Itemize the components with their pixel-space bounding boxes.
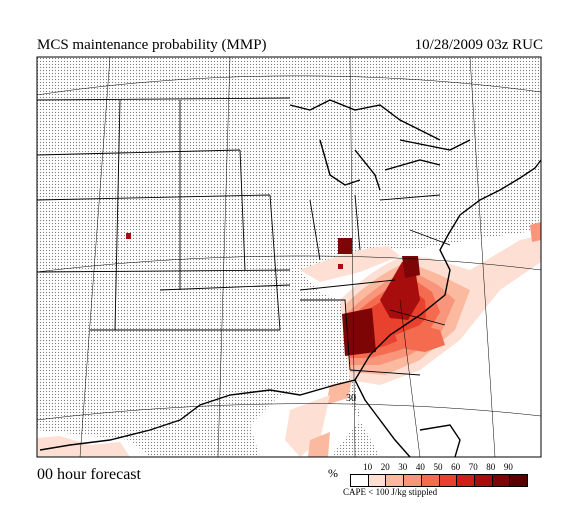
legend-tick-label: 40 (415, 462, 425, 472)
coastline (39, 99, 541, 457)
probability-shading (37, 222, 541, 457)
legend-tick-labels: 10 20 30 40 50 60 70 80 90 (350, 462, 528, 474)
isotherm-label: 30 (346, 393, 356, 404)
legend-swatch (438, 475, 457, 486)
forecast-hour-label: 00 hour forecast (37, 466, 141, 483)
valid-time-label: 10/28/2009 03z RUC (414, 37, 543, 53)
color-legend: 10 20 30 40 50 60 70 80 90 (350, 462, 528, 487)
legend-swatch (403, 475, 421, 486)
legend-tick-label: 30 (398, 462, 408, 472)
legend-tick-label: 80 (486, 462, 496, 472)
legend-tick-label: 20 (380, 462, 390, 472)
legend-color-bar (350, 474, 528, 487)
graticule (37, 57, 541, 457)
map-title: MCS maintenance probability (MMP) (37, 37, 267, 53)
map-frame (36, 56, 542, 458)
state-boundaries (37, 97, 451, 376)
legend-swatch (473, 475, 492, 486)
legend-swatch (420, 475, 439, 486)
legend-swatch (456, 475, 474, 486)
legend-tick-label: 70 (468, 462, 478, 472)
legend-percent-symbol: % (328, 466, 338, 480)
legend-tick-label: 10 (363, 462, 373, 472)
legend-tick-label: 50 (433, 462, 443, 472)
legend-swatch (509, 475, 528, 486)
legend-tick-label: 90 (503, 462, 513, 472)
legend-swatch (491, 475, 510, 486)
legend-swatch (367, 475, 386, 486)
legend-swatch (351, 475, 368, 486)
stipple-note: CAPE < 100 J/kg stippled (343, 487, 438, 497)
legend-swatch (385, 475, 404, 486)
legend-tick-label: 60 (451, 462, 461, 472)
